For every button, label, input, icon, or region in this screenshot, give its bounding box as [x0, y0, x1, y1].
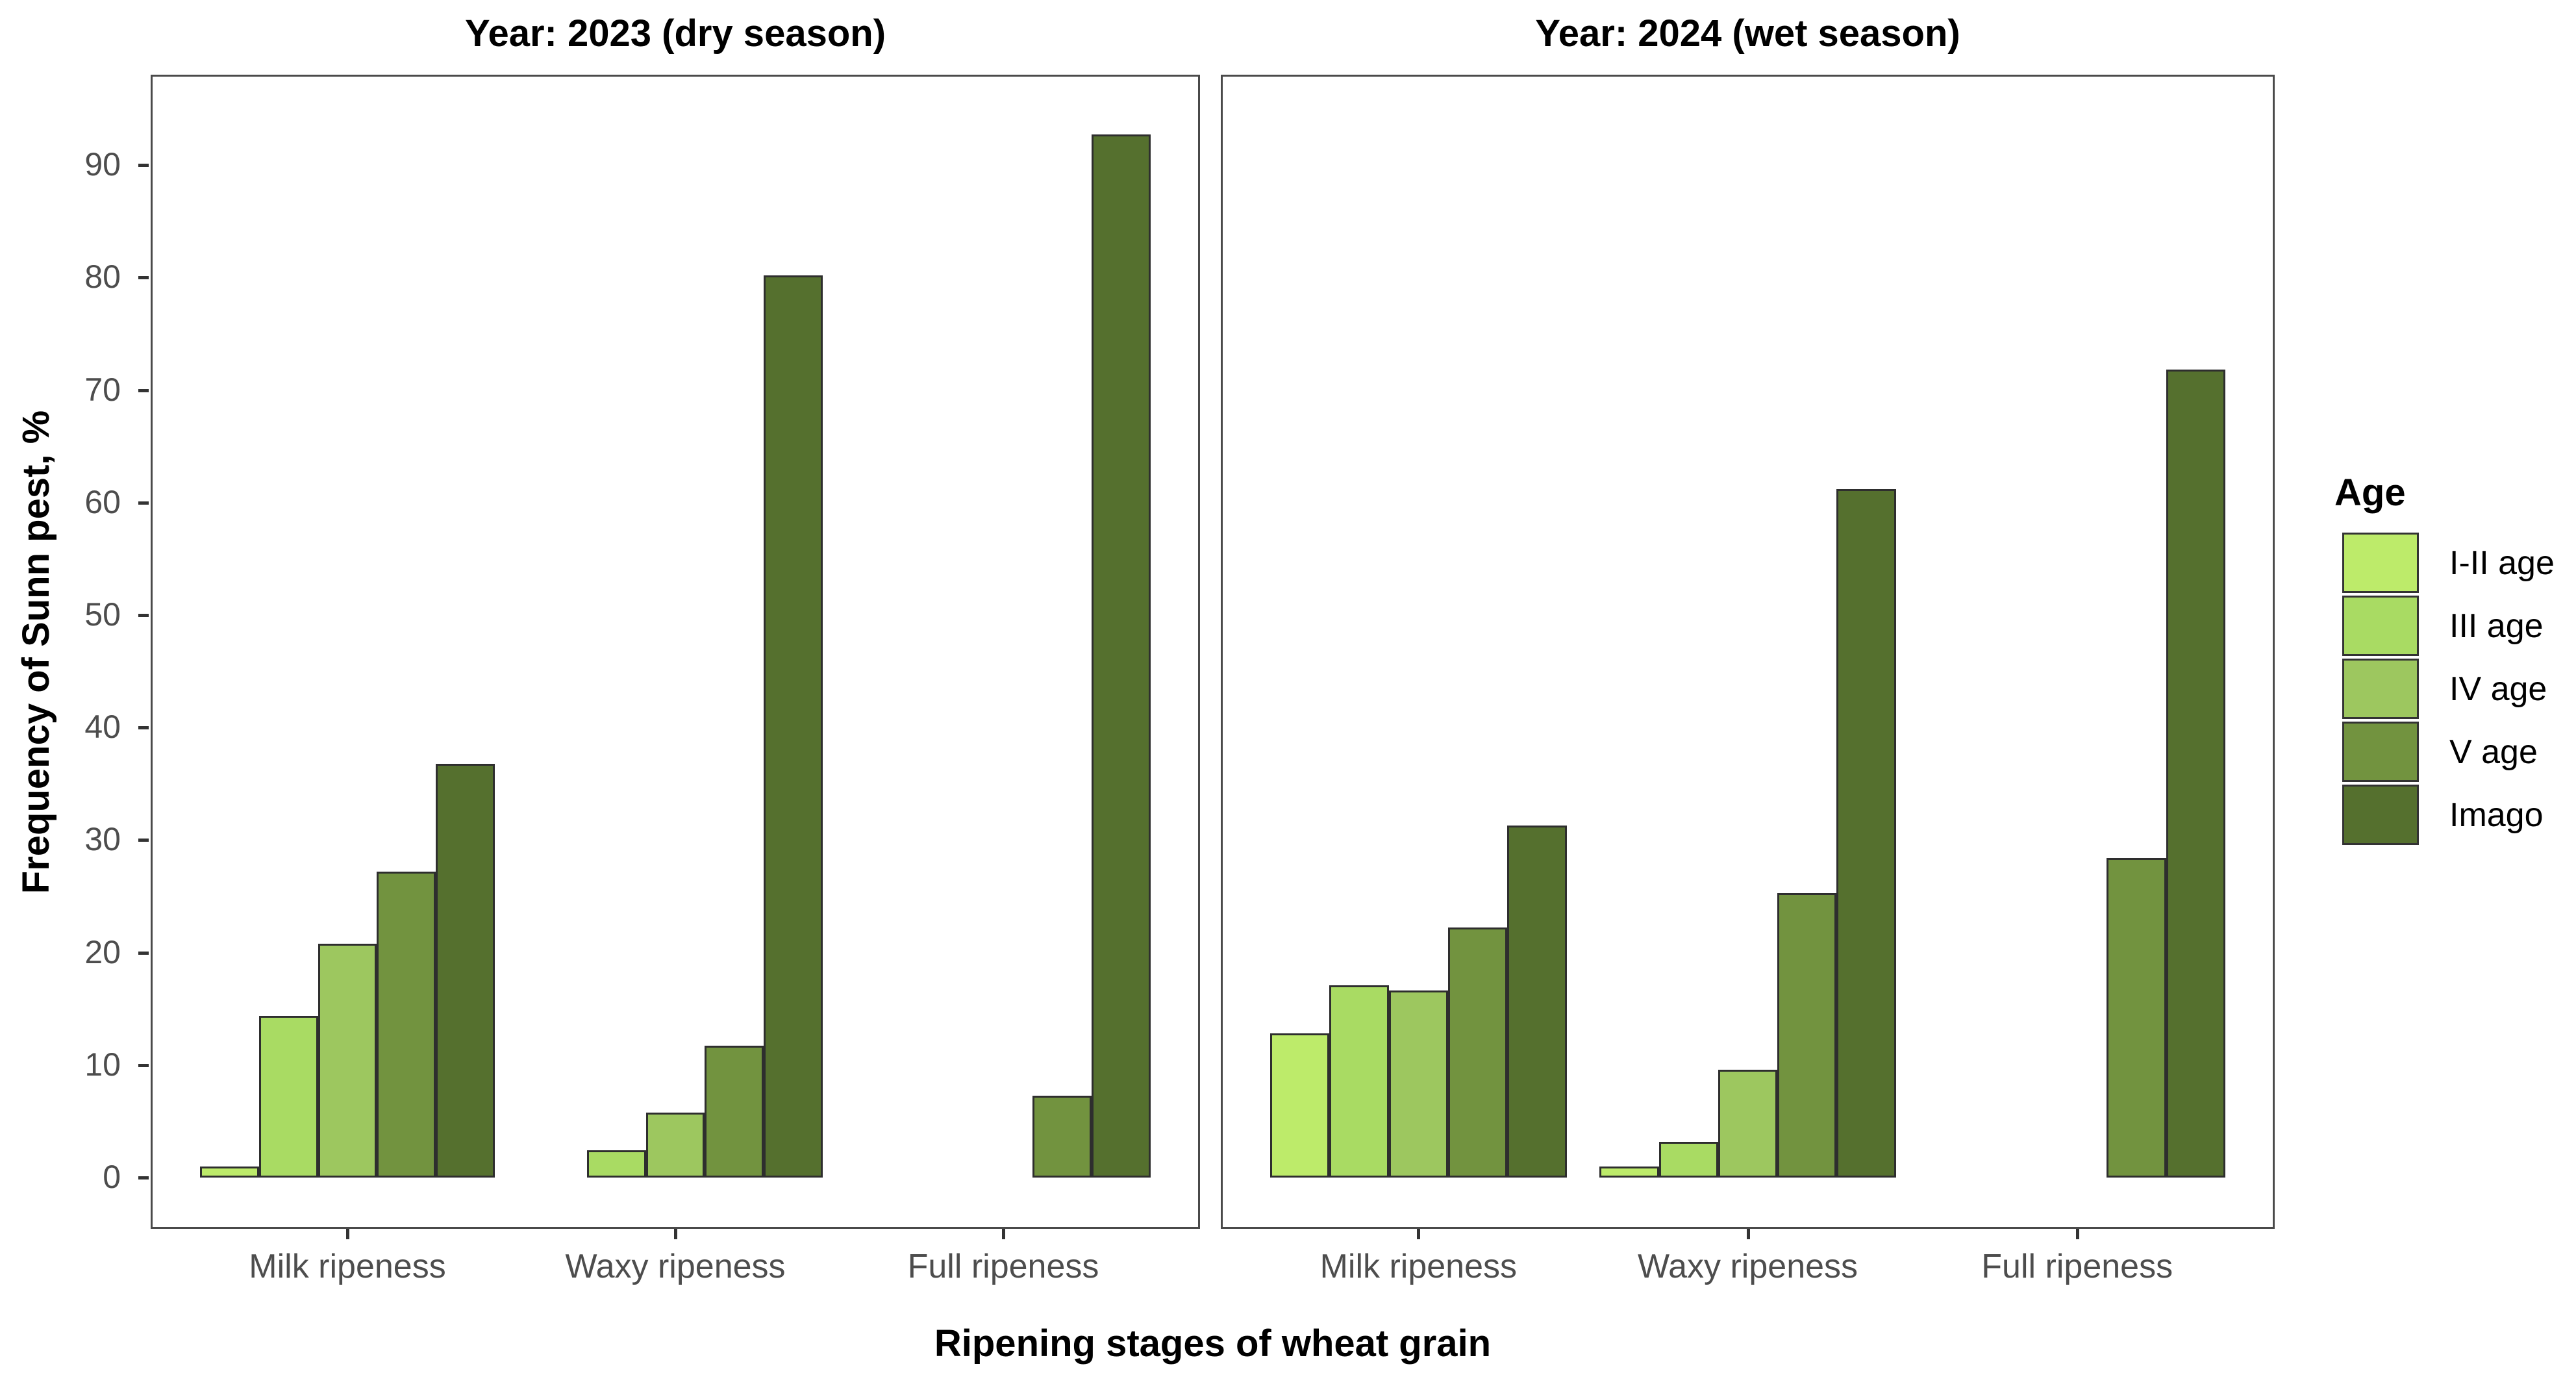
- y-tick-mark-70: [138, 388, 149, 392]
- y-tick-mark-20: [138, 951, 149, 955]
- bar-2023-full-ripeness-imago: [1092, 134, 1151, 1178]
- y-tick-mark-30: [138, 839, 149, 842]
- y-tick-label-10: 10: [84, 1046, 121, 1083]
- x-tick-mark-year-2023-dry-season-milk-ripeness: [346, 1229, 349, 1239]
- bar-2023-waxy-ripeness-imago: [764, 275, 823, 1178]
- legend-swatch-v-age: [2342, 722, 2419, 782]
- bar-2024-milk-ripeness-iv-age: [1388, 990, 1448, 1178]
- legend-label-i-ii-age: I-II age: [2449, 544, 2555, 582]
- y-tick-label-90: 90: [84, 146, 121, 183]
- legend-swatch-imago: [2342, 785, 2419, 845]
- bar-2024-milk-ripeness-iii-age: [1329, 985, 1389, 1178]
- y-tick-label-50: 50: [84, 596, 121, 633]
- bar-2023-milk-ripeness-iv-age: [318, 943, 377, 1178]
- y-tick-label-20: 20: [84, 933, 121, 970]
- bar-2023-waxy-ripeness-iii-age: [586, 1150, 646, 1178]
- x-tick-mark-year-2023-dry-season-waxy-ripeness: [674, 1229, 677, 1239]
- bar-2024-waxy-ripeness-iv-age: [1718, 1069, 1778, 1178]
- y-tick-label-60: 60: [84, 483, 121, 520]
- y-tick-mark-10: [138, 1063, 149, 1067]
- bar-2024-full-ripeness-imago: [2166, 370, 2225, 1178]
- legend-label-iii-age: III age: [2449, 607, 2544, 645]
- x-tick-mark-year-2024-wet-season-waxy-ripeness: [1746, 1229, 1750, 1239]
- y-tick-mark-40: [138, 726, 149, 730]
- bar-2024-waxy-ripeness-v-age: [1777, 892, 1837, 1178]
- bar-2023-full-ripeness-v-age: [1032, 1095, 1092, 1178]
- bar-2023-waxy-ripeness-v-age: [705, 1046, 764, 1178]
- bar-2023-milk-ripeness-imago: [436, 763, 495, 1178]
- y-tick-label-40: 40: [84, 709, 121, 746]
- y-tick-label-0: 0: [103, 1159, 121, 1195]
- bar-2024-waxy-ripeness-iii-age: [1658, 1141, 1718, 1178]
- x-tick-label-year-2023-dry-season-milk-ripeness: Milk ripeness: [249, 1248, 446, 1285]
- x-tick-label-year-2024-wet-season-waxy-ripeness: Waxy ripeness: [1637, 1248, 1858, 1285]
- y-tick-mark-90: [138, 164, 149, 168]
- bar-2023-milk-ripeness-iii-age: [258, 1015, 318, 1178]
- bar-2023-waxy-ripeness-iv-age: [645, 1112, 705, 1178]
- legend-label-imago: Imago: [2449, 796, 2544, 834]
- x-tick-label-year-2024-wet-season-milk-ripeness: Milk ripeness: [1319, 1248, 1518, 1285]
- facet-title-year-2024-wet-season: Year: 2024 (wet season): [1535, 12, 1960, 55]
- legend-label-v-age: V age: [2449, 733, 2538, 771]
- bar-2024-full-ripeness-v-age: [2107, 858, 2166, 1178]
- bar-2023-milk-ripeness-v-age: [377, 871, 436, 1178]
- facet-title-year-2023-dry-season: Year: 2023 (dry season): [464, 12, 886, 55]
- y-tick-label-80: 80: [84, 259, 121, 296]
- legend-swatch-i-ii-age: [2342, 533, 2419, 593]
- bar-2023-milk-ripeness-i-ii-age: [199, 1166, 259, 1178]
- bar-2024-waxy-ripeness-imago: [1836, 489, 1896, 1178]
- y-tick-label-70: 70: [84, 371, 121, 408]
- x-axis-title: Ripening stages of wheat grain: [934, 1322, 1492, 1365]
- y-tick-mark-0: [138, 1176, 149, 1179]
- bar-2024-milk-ripeness-v-age: [1447, 927, 1508, 1178]
- y-tick-mark-50: [138, 614, 149, 617]
- x-tick-mark-year-2023-dry-season-full-ripeness: [1002, 1229, 1005, 1239]
- bar-2024-milk-ripeness-imago: [1507, 825, 1567, 1178]
- x-tick-mark-year-2024-wet-season-full-ripeness: [2075, 1229, 2079, 1239]
- legend-label-iv-age: IV age: [2449, 670, 2547, 708]
- y-tick-mark-80: [138, 276, 149, 280]
- x-tick-label-year-2023-dry-season-full-ripeness: Full ripeness: [907, 1248, 1099, 1285]
- legend-swatch-iii-age: [2342, 596, 2419, 656]
- legend-swatch-iv-age: [2342, 659, 2419, 719]
- x-tick-mark-year-2024-wet-season-milk-ripeness: [1417, 1229, 1421, 1239]
- bar-2024-waxy-ripeness-i-ii-age: [1599, 1166, 1659, 1178]
- y-tick-mark-60: [138, 501, 149, 505]
- legend-title: Age: [2334, 472, 2406, 514]
- bar-2024-milk-ripeness-i-ii-age: [1270, 1033, 1330, 1178]
- x-tick-label-year-2024-wet-season-full-ripeness: Full ripeness: [1981, 1248, 2173, 1285]
- x-tick-label-year-2023-dry-season-waxy-ripeness: Waxy ripeness: [565, 1248, 786, 1285]
- y-tick-label-30: 30: [84, 821, 121, 858]
